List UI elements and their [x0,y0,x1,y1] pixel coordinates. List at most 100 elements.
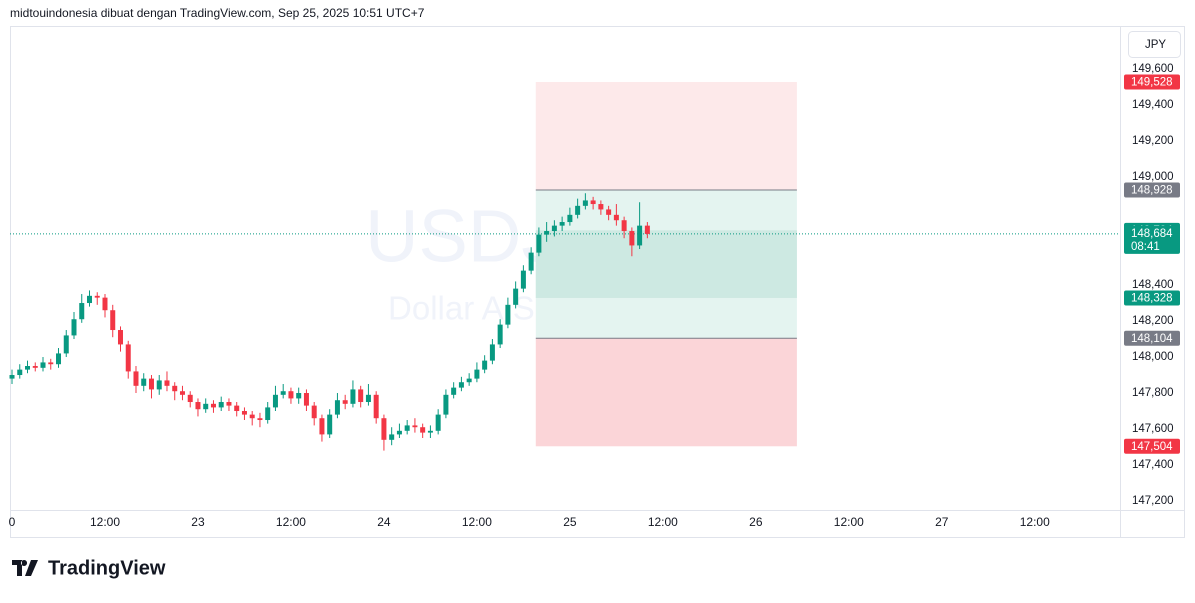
countdown: 08:41 [1131,241,1160,253]
candle-body [280,391,286,395]
candle-body [133,371,139,386]
candle-body [451,387,457,395]
candle-body [32,366,38,368]
candle-body [404,425,410,431]
candle-body [156,380,162,390]
candle-body [25,366,31,370]
x-tick-label: 12:00 [462,515,492,529]
candle-body [327,414,333,435]
candle-body [606,209,612,215]
y-tick-label: 148,400 [1132,279,1174,291]
candle-body [296,393,302,399]
candle-body [381,418,387,440]
candle-body [412,425,418,428]
last-price-tag [1124,225,1180,254]
candle-body [567,214,573,223]
y-tick-label: 148,000 [1132,351,1174,363]
candle-body [350,389,356,404]
level-label: 147,504 [1131,441,1173,453]
x-tick-label: 0 [9,515,16,529]
y-tick-label: 149,600 [1132,63,1174,75]
level-tag [1124,74,1180,90]
candle-body [102,297,108,311]
candle-body [265,407,271,421]
candle-body [621,220,627,232]
currency-button[interactable] [1128,31,1181,58]
candle-body [489,344,495,361]
candle-body [513,288,519,305]
candle-body [497,324,503,345]
candle-body [110,310,116,331]
candle-body [288,391,294,399]
candle-body [210,403,216,408]
y-tick-label: 149,000 [1132,171,1174,183]
candle-body [466,378,472,383]
candle-body [319,418,325,435]
frame [10,26,1185,538]
candle-body [56,353,62,365]
currency[interactable]: JPY [1145,39,1166,51]
level-label: 148,928 [1131,185,1173,197]
candle-body [342,400,348,404]
candle-body [94,295,100,298]
candle-body [435,414,441,431]
level-label: 148,328 [1131,293,1173,305]
candle-body [396,430,402,435]
candle-body [536,234,542,253]
level-tag [1124,438,1180,454]
candle-body [172,385,178,392]
x-tick-label: 25 [563,515,577,529]
x-tick-label: 23 [191,515,205,529]
y-tick-label: 147,600 [1132,423,1174,435]
y-tick-label: 148,200 [1132,315,1174,327]
candle-body [117,330,123,345]
candle-body [334,400,340,415]
candle-body [164,380,170,386]
candle-body [598,204,604,210]
candle-body [241,411,247,415]
header: midtouindonesia dibuat dengan TradingVie… [10,6,425,20]
candle-body [311,405,317,419]
y-tick-label: 147,200 [1132,495,1174,507]
y-tick-label: 147,800 [1132,387,1174,399]
candle-body [559,222,565,226]
candle-body [218,402,224,408]
candle-body [482,360,488,370]
candle-body [272,394,278,408]
candle-body [257,418,263,421]
logo-icon [12,560,38,576]
candle-body [226,402,232,406]
logo: TradingView [12,557,166,579]
candle-body [40,362,46,368]
x-tick-label: 12:00 [648,515,678,529]
x-tick-label: 27 [935,515,949,529]
candle-body [365,394,371,403]
candle-body [427,430,433,433]
x-tick-label: 26 [749,515,763,529]
candle-body [9,375,15,379]
level-label: 148,104 [1131,333,1173,345]
candle-body [637,225,643,246]
candle-body [443,394,449,415]
candle-body [303,393,309,406]
candle-body [249,414,255,419]
candle-body [79,303,85,320]
y-tick-label: 147,400 [1132,459,1174,471]
candle-body [613,214,619,221]
candle-body [389,434,395,440]
x-tick-label: 12:00 [90,515,120,529]
candle-body [582,200,588,206]
candle-body [458,382,464,388]
candle-body [590,200,596,205]
position-zone [535,230,797,298]
candle-body [420,427,426,433]
candle-body [179,391,185,395]
candle-body [629,231,635,246]
y-tick-label: 149,200 [1132,135,1174,147]
candle-body [358,389,364,403]
x-tick-label: 24 [377,515,391,529]
candle-body [520,270,526,289]
candle-body [148,378,154,390]
candle-body [234,405,240,412]
